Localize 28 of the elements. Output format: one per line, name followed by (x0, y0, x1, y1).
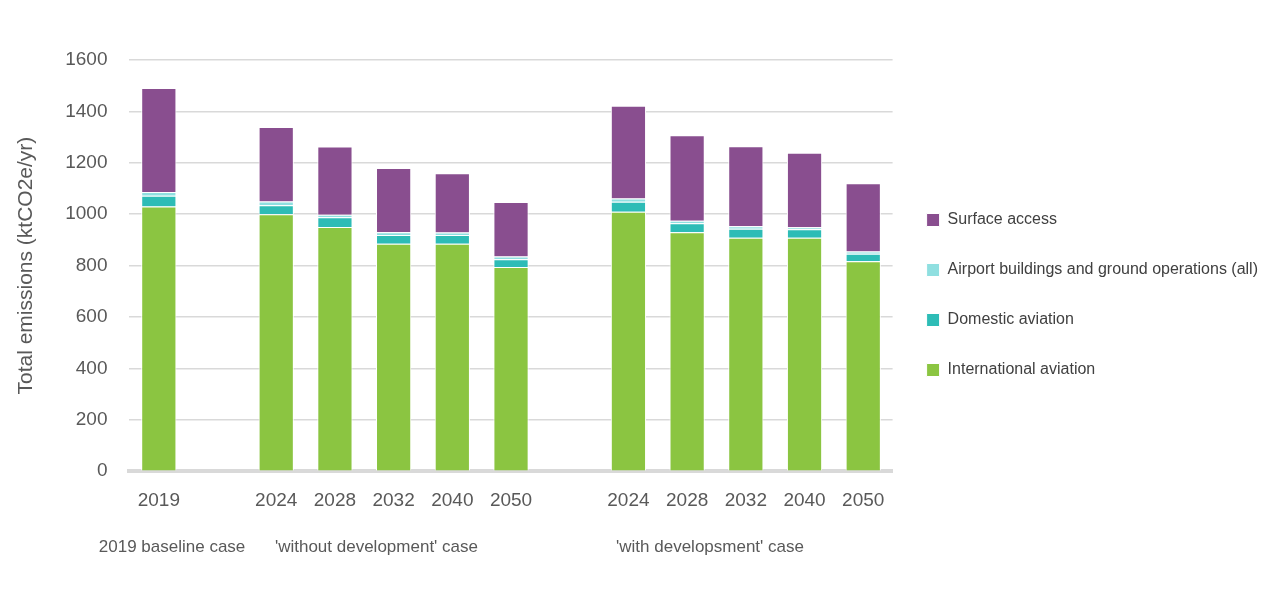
text: 'with developsment' case (616, 536, 804, 556)
y-tick-label: 1000 (65, 202, 108, 224)
y-axis-title: Total emissions (ktCO2e/yr) (13, 136, 37, 395)
text: 2019 baseline case (98, 536, 246, 556)
y-tick-label: 1200 (65, 151, 108, 173)
y-tick-label: 1600 (65, 48, 108, 70)
x-tick-label: 2024 (255, 488, 298, 510)
y-tick-label: 0 (96, 459, 108, 481)
legend-label: Surface access (947, 210, 1057, 228)
y-tick-label: 200 (75, 408, 108, 430)
legend-label: Airport buildings and ground operations (all) (947, 260, 1258, 278)
x-tick-label: 2032 (724, 488, 767, 510)
y-tick-label: 1400 (65, 99, 108, 121)
y-tick-label: 600 (75, 305, 108, 327)
legend-label: Domestic aviation (947, 310, 1074, 328)
x-tick-label: 2019 (137, 488, 180, 510)
x-tick-label: 2028 (666, 488, 709, 510)
y-tick-label: 800 (75, 253, 108, 275)
x-tick-label: 2040 (431, 488, 474, 510)
x-tick-label: 2040 (783, 488, 826, 510)
x-tick-label: 2050 (489, 488, 533, 510)
x-tick-label: 2028 (313, 488, 357, 510)
legend-label: International aviation (947, 360, 1096, 378)
text: 'without development' case (274, 536, 478, 556)
x-tick-label: 2050 (842, 488, 885, 510)
x-tick-label: 2024 (607, 488, 650, 510)
y-tick-label: 400 (75, 356, 108, 378)
x-tick-label: 2032 (372, 488, 415, 510)
